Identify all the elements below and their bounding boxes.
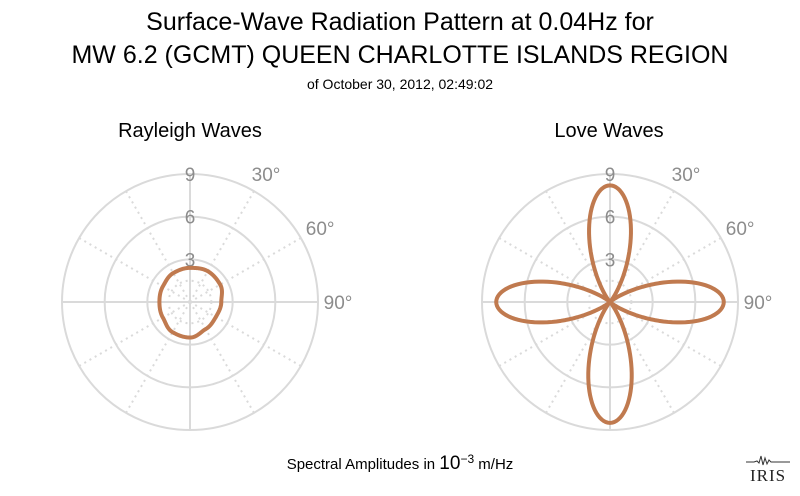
radial-gridline-210: [125, 301, 191, 414]
radial-tick-label: 9: [185, 165, 196, 186]
radial-tick-label: 3: [185, 250, 196, 271]
radial-tick-label: 6: [605, 208, 616, 229]
amplitude-unit-label: Spectral Amplitudes in 10−3 m/Hz: [0, 452, 800, 475]
angle-label: 90°: [324, 293, 353, 314]
angle-label: 30°: [252, 165, 281, 186]
radiation-pattern-curve: [157, 265, 224, 340]
iris-logo: IRIS: [744, 452, 792, 486]
radial-gridline-300: [78, 237, 191, 303]
unit-label-exponent: −3: [460, 452, 475, 466]
radial-gridline-120: [189, 301, 302, 367]
radiation-pattern-curve: [494, 183, 726, 425]
unit-label-base: 10: [439, 453, 461, 474]
logo-text: IRIS: [749, 466, 787, 485]
rayleigh-panel-title: Rayleigh Waves: [118, 120, 262, 142]
angle-label: 30°: [672, 165, 701, 186]
angle-label: 60°: [306, 219, 335, 240]
angle-label: 60°: [726, 219, 755, 240]
love-polar-plot: 3 6 9 30° 60° 90°: [481, 165, 773, 431]
radial-tick-label: 9: [605, 165, 616, 186]
radial-gridline-150: [189, 301, 255, 414]
angle-label: 90°: [744, 293, 773, 314]
radial-gridline-330: [125, 190, 191, 303]
chart-title-line-2: MW 6.2 (GCMT) QUEEN CHARLOTTE ISLANDS RE…: [71, 41, 729, 69]
unit-label-unit: m/Hz: [478, 456, 514, 473]
unit-label-prefix: Spectral Amplitudes in: [286, 456, 436, 473]
chart-subtitle: of October 30, 2012, 02:49:02: [306, 76, 494, 92]
chart-title-line-1: Surface-Wave Radiation Pattern at 0.04Hz…: [146, 8, 654, 36]
love-panel-title: Love Waves: [554, 120, 664, 142]
radial-tick-label: 6: [185, 208, 196, 229]
seismogram-icon: [746, 455, 790, 466]
rayleigh-polar-plot: 3 6 9 30° 60° 90°: [61, 165, 353, 431]
radial-tick-label: 3: [605, 250, 616, 271]
